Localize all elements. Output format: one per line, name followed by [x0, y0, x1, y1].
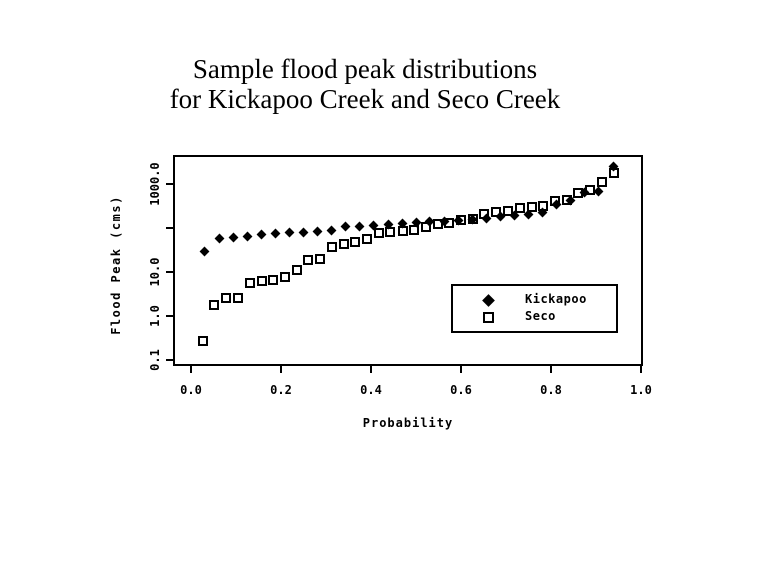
seco-point	[209, 300, 219, 310]
y-tick	[166, 227, 173, 229]
seco-point	[573, 188, 583, 198]
open-square-icon	[483, 312, 494, 323]
seco-point	[538, 201, 548, 211]
seco-point	[585, 185, 595, 195]
seco-point	[292, 265, 302, 275]
seco-point	[221, 293, 231, 303]
seco-point	[444, 218, 454, 228]
seco-point	[527, 202, 537, 212]
seco-point	[280, 272, 290, 282]
filled-diamond-icon	[482, 294, 495, 307]
x-tick	[640, 366, 642, 373]
seco-point	[327, 242, 337, 252]
x-tick	[550, 366, 552, 373]
seco-point	[198, 336, 208, 346]
seco-point	[350, 237, 360, 247]
x-tick-label: 0.6	[450, 383, 472, 397]
y-tick	[166, 183, 173, 185]
x-tick-label: 1.0	[630, 383, 652, 397]
seco-point	[503, 206, 513, 216]
chart-title-line1: Sample flood peak distributions	[192, 54, 538, 84]
y-tick-label: 1000.0	[148, 162, 162, 206]
y-axis-title: Flood Peak (cms)	[109, 195, 123, 335]
x-axis-title: Probability	[362, 416, 454, 430]
x-tick-label: 0.2	[270, 383, 292, 397]
seco-point	[257, 276, 267, 286]
x-tick-label: 0.0	[180, 383, 202, 397]
seco-point	[597, 177, 607, 187]
y-tick	[166, 271, 173, 273]
seco-point	[362, 234, 372, 244]
y-tick-label: 0.1	[148, 349, 162, 371]
seco-point	[550, 196, 560, 206]
x-tick	[460, 366, 462, 373]
seco-point	[491, 207, 501, 217]
x-tick	[370, 366, 372, 373]
seco-point	[385, 227, 395, 237]
seco-point	[315, 254, 325, 264]
y-tick	[166, 359, 173, 361]
x-tick-label: 0.4	[360, 383, 382, 397]
seco-point	[562, 195, 572, 205]
seco-point	[433, 219, 443, 229]
seco-point	[339, 239, 349, 249]
seco-point	[456, 215, 466, 225]
seco-point	[398, 226, 408, 236]
seco-point	[421, 222, 431, 232]
seco-point	[233, 293, 243, 303]
seco-point	[374, 228, 384, 238]
seco-point	[479, 209, 489, 219]
seco-point	[409, 225, 419, 235]
seco-point	[245, 278, 255, 288]
x-tick-label: 0.8	[540, 383, 562, 397]
plot-frame	[173, 155, 643, 366]
seco-point	[468, 214, 478, 224]
legend-label-seco: Seco	[525, 309, 556, 323]
chart-title: Sample flood peak distributions for Kick…	[95, 54, 635, 114]
x-tick	[280, 366, 282, 373]
legend-label-kickapoo: Kickapoo	[525, 292, 587, 306]
legend: Kickapoo Seco	[451, 284, 618, 333]
x-tick	[190, 366, 192, 373]
y-tick	[166, 315, 173, 317]
seco-point	[609, 168, 619, 178]
seco-point	[303, 255, 313, 265]
seco-point	[268, 275, 278, 285]
chart-title-line2: for Kickapoo Creek and Seco Creek	[169, 84, 561, 114]
seco-point	[515, 203, 525, 213]
